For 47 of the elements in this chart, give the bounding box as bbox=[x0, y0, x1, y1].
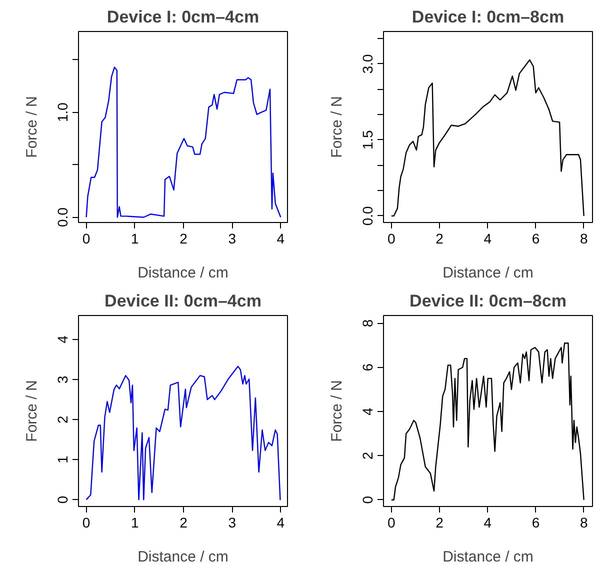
y-axis-title: Force / N bbox=[24, 96, 40, 158]
x-tick-label: 4 bbox=[484, 230, 492, 246]
chart-title: Device II: 0cm–8cm bbox=[410, 292, 566, 310]
chart-title: Device II: 0cm–4cm bbox=[104, 292, 262, 310]
x-tick-label: 2 bbox=[180, 514, 188, 530]
y-tick-label: 6 bbox=[360, 363, 376, 372]
x-axis-title: Distance / cm bbox=[442, 548, 534, 566]
x-tick-label: 1 bbox=[130, 230, 139, 246]
y-tick-label: 1.0 bbox=[54, 102, 70, 122]
y-tick-label: 8 bbox=[360, 319, 376, 328]
x-axis-title: Distance / cm bbox=[138, 548, 228, 566]
y-tick-label: 3.0 bbox=[360, 54, 376, 74]
y-tick-label: 1 bbox=[54, 456, 70, 464]
x-tick-label: 0 bbox=[82, 514, 90, 530]
x-tick-label: 6 bbox=[532, 514, 540, 530]
y-axis-title: Force / N bbox=[24, 380, 40, 442]
x-axis-title: Distance / cm bbox=[442, 264, 534, 282]
x-tick-label: 3 bbox=[228, 514, 236, 530]
y-tick-label: 0 bbox=[360, 496, 376, 504]
x-tick-label: 2 bbox=[436, 230, 444, 246]
y-tick-label: 4 bbox=[360, 407, 376, 416]
x-tick-label: 8 bbox=[580, 230, 588, 246]
y-tick-label: 0.0 bbox=[54, 207, 70, 227]
y-tick-label: 2 bbox=[360, 452, 376, 460]
x-tick-label: 8 bbox=[580, 514, 588, 530]
y-tick-label: 4 bbox=[54, 335, 70, 344]
y-tick-label: 0 bbox=[54, 496, 70, 504]
x-tick-label: 4 bbox=[276, 514, 285, 530]
x-tick-label: 4 bbox=[484, 514, 492, 530]
y-tick-label: 0.0 bbox=[360, 206, 376, 226]
x-tick-label: 0 bbox=[388, 230, 396, 246]
x-tick-label: 3 bbox=[228, 230, 236, 246]
x-tick-label: 0 bbox=[388, 514, 396, 530]
x-tick-label: 6 bbox=[532, 230, 540, 246]
x-tick-label: 2 bbox=[436, 514, 444, 530]
y-tick-label: 2 bbox=[54, 416, 70, 424]
y-tick-label: 3 bbox=[54, 375, 70, 384]
y-axis-title: Force / N bbox=[328, 96, 346, 158]
y-tick-label: 1.5 bbox=[360, 130, 376, 150]
x-tick-label: 0 bbox=[82, 230, 90, 246]
x-tick-label: 4 bbox=[276, 230, 285, 246]
chart-title: Device I: 0cm–8cm bbox=[412, 8, 564, 26]
chart-title: Device I: 0cm–4cm bbox=[106, 8, 260, 26]
x-tick-label: 1 bbox=[130, 514, 139, 530]
x-tick-label: 2 bbox=[180, 230, 188, 246]
y-axis-title: Force / N bbox=[328, 380, 346, 442]
x-axis-title: Distance / cm bbox=[138, 264, 228, 282]
